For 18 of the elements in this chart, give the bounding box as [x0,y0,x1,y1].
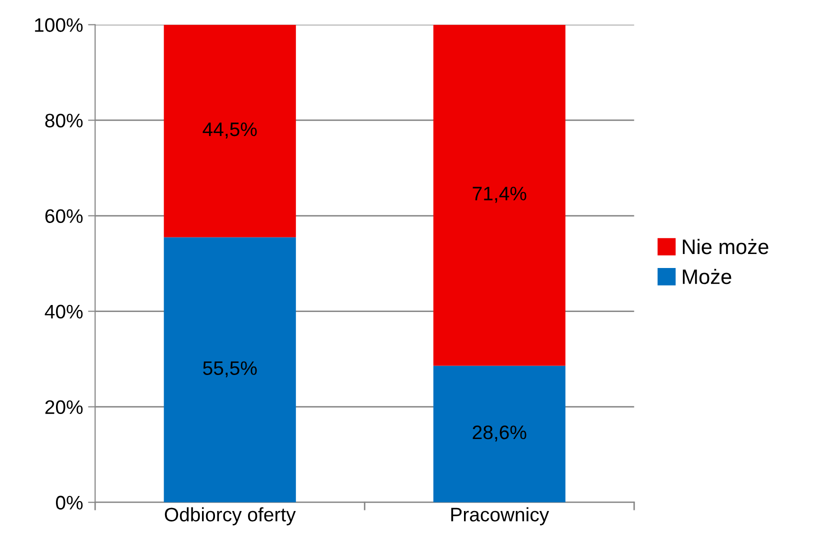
bar [164,24,296,238]
data-label: 44,5% [202,122,257,138]
y-tick-label: 20% [45,400,83,414]
data-label: 71,4% [472,186,526,203]
y-tick-label: 40% [44,304,83,319]
data-label: 55,5% [203,361,257,378]
bar [164,237,296,502]
legend-label: Może [682,268,732,284]
legend-label: Nie może [682,238,768,254]
y-tick-label: 0% [56,496,83,510]
y-tick-label: 100% [35,18,83,32]
data-label: 28,6% [472,425,526,442]
x-tick-label: Pracownicy [451,507,550,526]
bar [433,24,566,366]
bar [433,366,566,502]
y-tick-label: 80% [45,114,83,128]
x-tick-label: Odbiorcy oferty [164,507,296,526]
y-tick-label: 60% [45,209,83,223]
